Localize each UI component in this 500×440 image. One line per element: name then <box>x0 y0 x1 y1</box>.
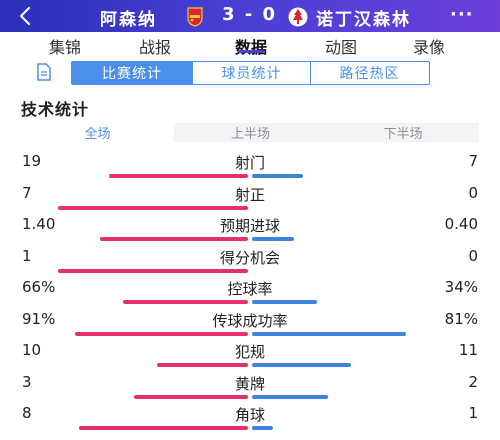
stat-away-value: 1 <box>468 404 478 422</box>
tab-replay[interactable]: 录像 <box>412 38 445 57</box>
active-tab-indicator <box>238 50 264 53</box>
home-stat-bar <box>123 300 248 304</box>
stat-away-value: 0 <box>468 183 478 202</box>
stat-away-value: 7 <box>468 152 478 170</box>
stat-label: 黄牌 <box>234 374 265 393</box>
home-stat-bar <box>134 394 248 399</box>
segment-match-stats[interactable]: 比赛统计 <box>72 62 192 84</box>
stat-label: 射门 <box>234 154 265 172</box>
stat-row: 66% 控球率 34% <box>0 278 500 308</box>
home-team-name[interactable]: 阿森纳 <box>100 10 157 30</box>
stat-label: 预期进球 <box>219 217 280 235</box>
stat-label: 射正 <box>234 185 265 204</box>
stat-row: 1 得分机会 0 <box>0 247 500 277</box>
stat-home-value: 10 <box>22 341 42 359</box>
stat-away-value: 81% <box>444 309 478 328</box>
home-stat-bar <box>58 268 248 273</box>
stat-home-value: 1 <box>22 246 32 265</box>
stat-home-value: 19 <box>22 152 42 170</box>
away-stat-bar <box>252 363 351 367</box>
stat-home-value: 3 <box>22 372 32 391</box>
stat-away-value: 34% <box>444 278 478 296</box>
stat-row: 1.40 预期进球 0.40 <box>0 215 500 245</box>
stat-row: 8 角球 1 <box>0 404 500 434</box>
home-stat-bar <box>100 237 248 241</box>
stat-label: 传球成功率 <box>212 311 288 330</box>
home-stat-bar <box>157 363 248 367</box>
segment-heat-map[interactable]: 路径热区 <box>310 62 428 84</box>
home-stat-bar <box>58 205 248 210</box>
stat-label: 犯规 <box>234 343 265 361</box>
section-title: 技术统计 <box>21 100 90 119</box>
stats-segment-control: 比赛统计 球员统计 路径热区 <box>71 61 430 85</box>
stat-home-value: 7 <box>22 183 32 202</box>
stat-label: 控球率 <box>227 280 273 298</box>
segment-player-stats[interactable]: 球员统计 <box>192 62 310 84</box>
stat-label: 角球 <box>234 406 265 424</box>
stat-home-value: 91% <box>22 309 56 328</box>
tab-report[interactable]: 战报 <box>138 38 171 57</box>
away-stat-bar <box>252 331 406 336</box>
stat-home-value: 8 <box>22 404 32 422</box>
home-stat-bar <box>109 174 248 178</box>
back-arrow-icon[interactable] <box>14 4 38 28</box>
stats-toolbar: 比赛统计 球员统计 路径热区 <box>0 58 500 88</box>
stat-row: 3 黄牌 2 <box>0 373 500 403</box>
stat-away-value: 2 <box>468 372 478 391</box>
home-stat-bar <box>79 426 248 430</box>
arsenal-crest-icon <box>187 7 203 27</box>
document-icon[interactable] <box>34 62 54 82</box>
tab-data[interactable]: 数据 <box>234 38 267 57</box>
away-stat-bar <box>252 426 273 430</box>
stat-label: 得分机会 <box>219 248 280 267</box>
home-stat-bar <box>75 331 248 336</box>
stat-row: 10 犯规 11 <box>0 341 500 371</box>
away-stat-bar <box>252 237 294 241</box>
stat-away-value: 11 <box>458 341 478 359</box>
stat-home-value: 1.40 <box>22 215 56 233</box>
period-selector: 全场 上半场 下半场 <box>21 123 479 142</box>
period-full-match[interactable]: 全场 <box>21 123 174 142</box>
stat-away-value: 0.40 <box>444 215 478 233</box>
stat-home-value: 66% <box>22 278 56 296</box>
period-first-half[interactable]: 上半场 <box>230 127 270 142</box>
more-options-icon[interactable]: ··· <box>450 4 474 25</box>
stat-away-value: 0 <box>468 246 478 265</box>
match-header: 阿森纳 3 - 0 诺丁汉森林 ··· <box>0 0 500 32</box>
stat-row: 91% 传球成功率 81% <box>0 310 500 340</box>
match-tabs: 集锦 战报 数据 动图 录像 <box>0 32 500 57</box>
stat-row: 19 射门 7 <box>0 152 500 182</box>
stat-row: 7 射正 0 <box>0 184 500 214</box>
away-stat-bar <box>252 174 303 178</box>
tab-animations[interactable]: 动图 <box>324 38 357 57</box>
away-stat-bar <box>252 394 328 399</box>
away-team-name[interactable]: 诺丁汉森林 <box>316 10 411 30</box>
tab-highlights[interactable]: 集锦 <box>48 38 81 57</box>
match-score: 3 - 0 <box>222 4 278 25</box>
nottingham-forest-crest-icon <box>288 7 308 27</box>
period-second-half[interactable]: 下半场 <box>383 127 423 142</box>
away-stat-bar <box>252 300 317 304</box>
